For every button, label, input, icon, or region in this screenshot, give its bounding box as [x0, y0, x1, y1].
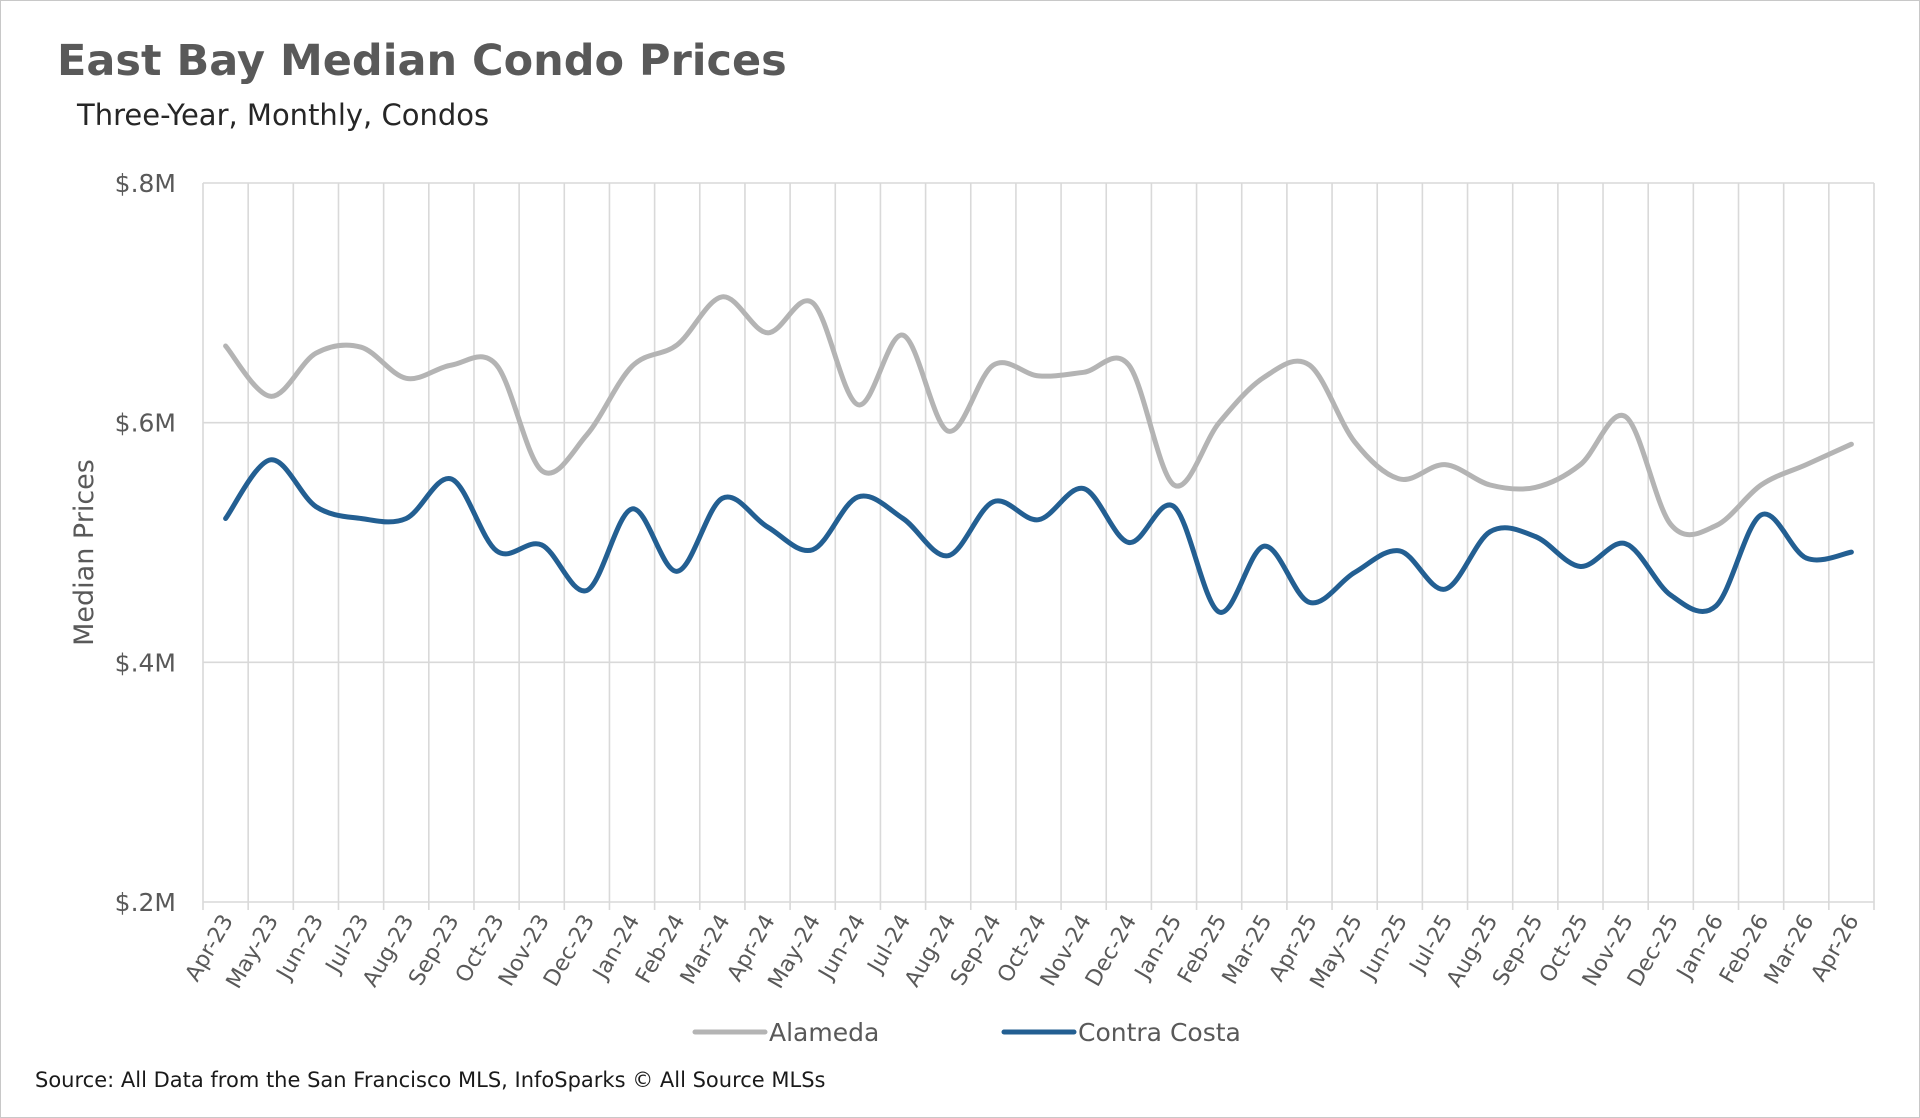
chart-title: East Bay Median Condo Prices [57, 36, 787, 86]
legend-label: Contra Costa [1078, 1018, 1241, 1047]
y-tick-labels: $.2M $.4M $.6M $.8M [115, 169, 176, 917]
y-tick-label: $.6M [115, 409, 176, 438]
x-tick-labels: Apr-23May-23Jun-23Jul-23Aug-23Sep-23Oct-… [181, 911, 1865, 994]
source-note: Source: All Data from the San Francisco … [35, 1068, 826, 1092]
series-line-contra-costa [223, 457, 1854, 615]
grid-lines [202, 182, 1875, 910]
legend: Alameda Contra Costa [692, 1018, 1241, 1047]
series-lines [223, 294, 1854, 615]
y-tick-label: $.2M [115, 888, 176, 917]
legend-label: Alameda [769, 1018, 879, 1047]
y-tick-label: $.4M [115, 648, 176, 677]
y-axis-label: Median Prices [69, 459, 100, 646]
series-line-alameda [223, 294, 1854, 538]
y-tick-label: $.8M [115, 169, 176, 198]
chart-subtitle: Three-Year, Monthly, Condos [77, 98, 490, 132]
